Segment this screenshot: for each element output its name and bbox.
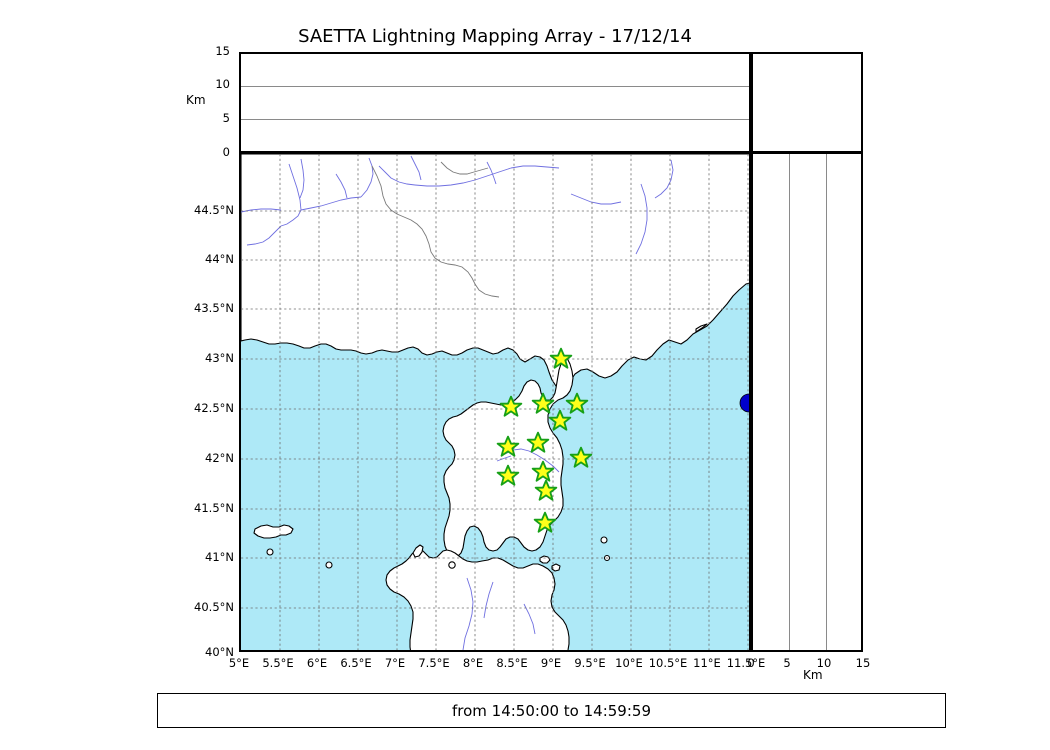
lon-tick-6.5: 6.5°E	[340, 656, 372, 670]
river-po-upper	[378, 165, 416, 186]
altitude-tick-5: 5	[222, 111, 230, 125]
time-range-text: from 14:50:00 to 14:59:59	[451, 701, 651, 720]
station-star	[569, 446, 593, 468]
border-france-italy	[371, 165, 500, 298]
gridline-alt-10	[241, 86, 749, 87]
lat-tick-43: 43°N	[205, 351, 234, 365]
station-star	[533, 511, 557, 533]
lon-tick-5.5: 5.5°E	[262, 656, 294, 670]
station-star	[499, 395, 523, 417]
river-sardinia-tirso	[462, 577, 474, 650]
altitude-histogram-panel[interactable]	[751, 52, 863, 153]
lon-tick-11.5: 11.5°E	[726, 656, 766, 670]
river-italy-ne	[654, 159, 674, 199]
station-star	[534, 479, 558, 501]
lon-tick-10: 10°E	[615, 656, 643, 670]
lat-tick-40.5: 40.5°N	[194, 600, 234, 614]
lon-tick-7.5: 7.5°E	[418, 656, 450, 670]
lat-tick-43.5: 43.5°N	[194, 301, 234, 315]
lma-stations	[496, 347, 593, 533]
river-alps-1	[360, 157, 374, 198]
altitude-tick-0: 0	[222, 145, 230, 159]
river-adige	[486, 161, 497, 185]
islet-montecristo	[325, 561, 333, 569]
river-rhone-delta	[246, 225, 282, 246]
gridline-range-5	[789, 154, 790, 650]
sardinia-landmass	[385, 549, 570, 650]
gridline-range-10	[826, 154, 827, 650]
station-star	[565, 392, 589, 414]
river-tiber	[635, 183, 648, 255]
station-star	[531, 392, 555, 414]
river-sardinia-east	[483, 581, 494, 619]
lat-tick-42: 42°N	[205, 451, 234, 465]
range-tick-10: 10	[816, 656, 832, 670]
station-star	[549, 347, 573, 369]
altitude-axis-name: Km	[186, 93, 206, 107]
sardinia-northeast-islands	[539, 555, 551, 564]
river-durance	[300, 196, 362, 211]
islet-giglio	[448, 561, 456, 569]
range-tick-5: 5	[783, 656, 791, 670]
islet-pianosa	[266, 548, 274, 556]
river-alps-2	[410, 155, 422, 181]
altitude-tick-10: 10	[215, 77, 230, 91]
altitude-tick-15: 15	[215, 44, 230, 58]
station-star	[496, 435, 520, 457]
lon-tick-8: 8°E	[462, 656, 484, 670]
plan-view-map-panel[interactable]	[239, 152, 751, 652]
lon-tick-6: 6°E	[306, 656, 328, 670]
page-title: SAETTA Lightning Mapping Array - 17/12/1…	[298, 26, 692, 47]
lat-tick-42.5: 42.5°N	[194, 401, 234, 415]
lat-tick-44.5: 44.5°N	[194, 203, 234, 217]
elba-island	[253, 524, 294, 539]
station-star	[496, 464, 520, 486]
maddalena-island	[551, 563, 561, 572]
european-mainland-landmass	[241, 154, 749, 391]
map-svg	[241, 154, 749, 650]
river-saone	[299, 158, 305, 199]
altitude-latitude-panel[interactable]	[751, 152, 863, 652]
islet-capraia	[600, 536, 608, 544]
lat-tick-41: 41°N	[205, 550, 234, 564]
river-po	[414, 167, 512, 187]
range-tick-0: 0	[747, 656, 755, 670]
lon-tick-9.5: 9.5°E	[574, 656, 606, 670]
river-tavignano-corsica	[496, 455, 512, 462]
border-italy-switzerland	[440, 161, 489, 175]
lat-tick-40: 40°N	[205, 645, 234, 659]
river-golo-corsica	[504, 448, 560, 473]
lon-tick-11: 11°E	[693, 656, 721, 670]
river-po-delta	[510, 165, 560, 169]
river-sardinia-flumendosa	[523, 603, 536, 635]
status-bar[interactable]: from 14:50:00 to 14:59:59	[157, 693, 946, 728]
lat-tick-44: 44°N	[205, 252, 234, 266]
liguria-coast-detail	[695, 323, 708, 333]
river-france-inland	[335, 173, 348, 199]
lon-tick-10.5: 10.5°E	[648, 656, 688, 670]
lon-tick-8.5: 8.5°E	[496, 656, 528, 670]
altitude-longitude-panel[interactable]	[239, 52, 751, 153]
gridline-alt-5	[241, 119, 749, 120]
vhf-source-dot	[739, 393, 749, 413]
lon-tick-9: 9°E	[540, 656, 562, 670]
station-star	[526, 431, 550, 453]
lat-tick-41.5: 41.5°N	[194, 501, 234, 515]
lon-tick-7: 7°E	[384, 656, 406, 670]
river-arno	[570, 193, 622, 205]
station-star	[531, 460, 555, 482]
range-tick-15: 15	[855, 656, 871, 670]
sardinia-northwest-peninsula	[412, 544, 424, 558]
lon-tick-5: 5°E	[228, 656, 250, 670]
range-axis-name: Km	[803, 668, 823, 682]
station-star	[548, 409, 572, 431]
